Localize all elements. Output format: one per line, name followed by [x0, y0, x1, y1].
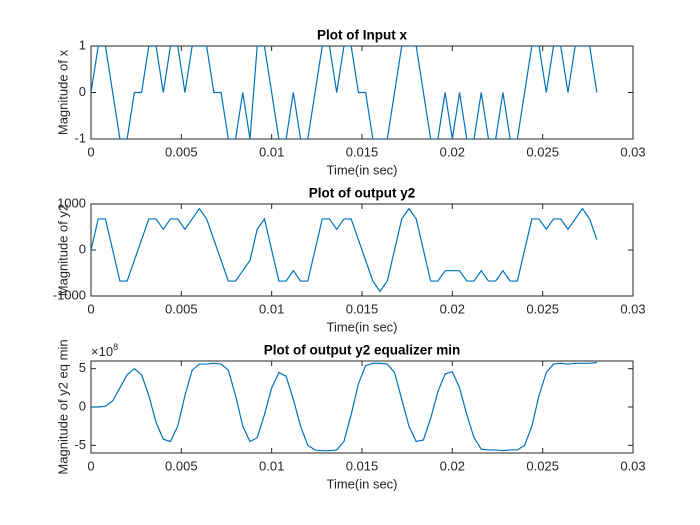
subplot-title: Plot of output y2 — [309, 186, 415, 201]
y-tick-label: 0 — [79, 84, 86, 99]
x-tick-label: 0.025 — [526, 301, 559, 316]
x-tick-label: 0.005 — [165, 301, 198, 316]
plot-area — [91, 361, 597, 452]
data-line — [91, 361, 597, 452]
y-tick-label: 1 — [79, 37, 86, 52]
y-tick-label: -1000 — [53, 287, 86, 302]
x-tick-label: 0.01 — [259, 458, 284, 473]
x-axis-label: Time(in sec) — [326, 319, 397, 334]
x-tick-label: 0.02 — [440, 458, 465, 473]
subplot: 0 0.005 0.01 0.015 0.02 0.025 0.03-100001000Pl… — [53, 186, 646, 335]
subplot-title: Plot of Input x — [317, 28, 407, 43]
y-scale-base: ×10 — [91, 344, 113, 359]
x-tick-label: 0.005 — [165, 144, 198, 159]
y-scale-factor: ×108 — [91, 342, 118, 359]
x-tick-label: 0.03 — [620, 301, 645, 316]
x-tick-label: 0.015 — [346, 144, 379, 159]
x-tick-label: 0 — [87, 144, 94, 159]
y-tick-label: -1 — [74, 130, 86, 145]
x-tick-label: 0.01 — [259, 144, 284, 159]
y-tick-label: 0 — [79, 241, 86, 256]
x-tick-label: 0.02 — [440, 301, 465, 316]
x-tick-label: 0.03 — [620, 458, 645, 473]
x-tick-label: 0 — [87, 301, 94, 316]
x-tick-label: 0 — [87, 458, 94, 473]
x-tick-label: 0.025 — [526, 458, 559, 473]
subplot-title: Plot of output y2 equalizer min — [264, 343, 461, 358]
y-axis-label: Magnitude of y2 eq min — [55, 339, 70, 474]
y-tick-label: 0 — [79, 398, 86, 413]
y-tick-label: 5 — [79, 360, 86, 375]
x-tick-label: 0.005 — [165, 458, 198, 473]
plot-area — [91, 207, 598, 293]
x-tick-label: 0.03 — [620, 144, 645, 159]
y-axis-label: Magnitude of x — [55, 49, 70, 135]
y-scale-exponent: 8 — [113, 342, 118, 352]
x-tick-label: 0.015 — [346, 301, 379, 316]
y-axis-label: Magnitude of y2 — [55, 204, 70, 297]
x-tick-label: 0.025 — [526, 144, 559, 159]
x-axis-label: Time(in sec) — [326, 476, 397, 491]
y-tick-label: -5 — [74, 437, 86, 452]
y-tick-label: 1000 — [57, 195, 86, 210]
x-tick-label: 0.01 — [259, 301, 284, 316]
x-tick-label: 0.02 — [440, 144, 465, 159]
data-line — [91, 207, 598, 293]
x-axis-label: Time(in sec) — [326, 162, 397, 177]
x-tick-label: 0.015 — [346, 458, 379, 473]
